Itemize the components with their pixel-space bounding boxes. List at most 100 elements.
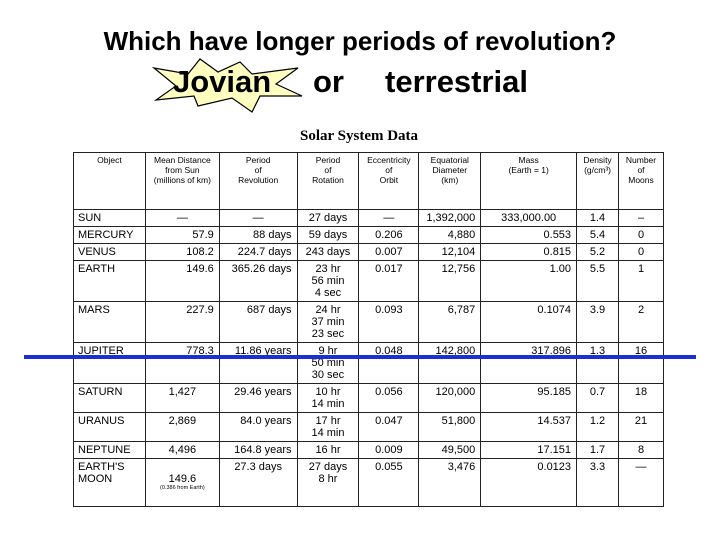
table-row: SATURN 1,427 29.46 years 10 hr 14 min 0.…: [73, 383, 664, 413]
moons-cell: 18: [618, 383, 664, 413]
moons-cell: 1: [618, 260, 664, 302]
diameter-cell: 120,000: [418, 383, 482, 413]
object-cell: VENUS: [73, 243, 146, 261]
rotation-cell: 24 hr 37 min 23 sec: [296, 301, 360, 343]
density-cell: 5.4: [576, 226, 619, 244]
mass-cell: 0.1074: [480, 301, 578, 343]
eccentricity-cell: 0.009: [358, 441, 420, 459]
density-cell: 5.5: [576, 260, 619, 302]
table-row: MARS 227.9 687 days 24 hr 37 min 23 sec …: [73, 301, 664, 343]
distance-cell: 1,427: [144, 383, 220, 413]
table-row: JUPITER 778.3 11.86 years 9 hr 50 min 30…: [73, 342, 664, 384]
rotation-cell: 27 days 8 hr: [296, 458, 360, 507]
diameter-cell: 12,756: [418, 260, 482, 302]
distance-cell: 57.9: [144, 226, 220, 244]
object-cell: MARS: [73, 301, 146, 343]
distance-cell: 2,869: [144, 412, 220, 442]
revolution-cell: 687 days: [218, 301, 298, 343]
table-row: NEPTUNE 4,496 164.8 years 16 hr 0.009 49…: [73, 441, 664, 459]
distance-cell: —: [144, 209, 220, 227]
moons-cell: 16: [618, 342, 664, 384]
diameter-cell: 1,392,000: [418, 209, 482, 227]
object-cell: EARTH: [73, 260, 146, 302]
rotation-cell: 243 days: [296, 243, 360, 261]
object-cell: SUN: [73, 209, 146, 227]
mass-cell: 0.0123: [480, 458, 578, 507]
object-cell: NEPTUNE: [73, 441, 146, 459]
density-cell: 3.9: [576, 301, 619, 343]
column-header: Object: [73, 152, 146, 210]
distance-cell: 108.2: [144, 243, 220, 261]
column-header: Period of Revolution: [218, 152, 298, 210]
mass-cell: 0.815: [480, 243, 578, 261]
eccentricity-cell: —: [358, 209, 420, 227]
mass-cell: 14.537: [480, 412, 578, 442]
eccentricity-cell: 0.055: [358, 458, 420, 507]
object-cell: SATURN: [73, 383, 146, 413]
table-title: Solar System Data: [300, 128, 419, 144]
object-cell: JUPITER: [73, 342, 146, 384]
rotation-cell: 17 hr 14 min: [296, 412, 360, 442]
table-row: EARTH'S MOON 149.6 (0.386 from Earth) 27…: [73, 458, 664, 507]
question-heading: Which have longer periods of revolution?: [103, 26, 617, 56]
column-header: Number of Moons: [618, 152, 664, 210]
revolution-cell: 84.0 years: [218, 412, 298, 442]
revolution-cell: —: [218, 209, 298, 227]
terrestrial-choice: terrestrial: [385, 64, 529, 99]
diameter-cell: 6,787: [418, 301, 482, 343]
eccentricity-cell: 0.206: [358, 226, 420, 244]
diameter-cell: 4,880: [418, 226, 482, 244]
rotation-cell: 16 hr: [296, 441, 360, 459]
distance-cell: 149.6 (0.386 from Earth): [144, 458, 220, 507]
object-cell: EARTH'S MOON: [73, 458, 146, 507]
mass-cell: 0.553: [480, 226, 578, 244]
rotation-cell: 27 days: [296, 209, 360, 227]
revolution-cell: 11.86 years: [218, 342, 298, 384]
diameter-cell: 51,800: [418, 412, 482, 442]
diameter-cell: 3,476: [418, 458, 482, 507]
diameter-cell: 49,500: [418, 441, 482, 459]
table-row: EARTH 149.6 365.26 days 23 hr 56 min 4 s…: [73, 260, 664, 302]
mass-cell: 1.00: [480, 260, 578, 302]
rotation-cell: 59 days: [296, 226, 360, 244]
rotation-cell: 23 hr 56 min 4 sec: [296, 260, 360, 302]
column-header: Mass (Earth = 1): [480, 152, 578, 210]
jovian-choice: Jovian: [173, 64, 272, 99]
table-row: VENUS 108.2 224.7 days 243 days 0.007 12…: [73, 243, 664, 261]
eccentricity-cell: 0.056: [358, 383, 420, 413]
table-row: MERCURY 57.9 88 days 59 days 0.206 4,880…: [73, 226, 664, 244]
table-row: URANUS 2,869 84.0 years 17 hr 14 min 0.0…: [73, 412, 664, 442]
eccentricity-cell: 0.093: [358, 301, 420, 343]
moons-cell: 2: [618, 301, 664, 343]
mass-cell: 317.896: [480, 342, 578, 384]
object-cell: URANUS: [73, 412, 146, 442]
diameter-cell: 142,800: [418, 342, 482, 384]
column-header: Period of Rotation: [296, 152, 360, 210]
eccentricity-cell: 0.007: [358, 243, 420, 261]
column-header: Mean Distance from Sun (millions of km): [144, 152, 220, 210]
rotation-cell: 9 hr 50 min 30 sec: [296, 342, 360, 384]
density-cell: 0.7: [576, 383, 619, 413]
density-cell: 1.4: [576, 209, 619, 227]
distance-cell: 4,496: [144, 441, 220, 459]
header-row: Object Mean Distance from Sun (millions …: [73, 152, 664, 210]
column-header: Density (g/cm³): [576, 152, 619, 210]
distance-cell: 149.6: [144, 260, 220, 302]
starburst-highlight: [151, 58, 303, 113]
eccentricity-cell: 0.047: [358, 412, 420, 442]
moons-cell: —: [618, 458, 664, 507]
jovian-terrestrial-divider: [24, 355, 696, 359]
moons-cell: 21: [618, 412, 664, 442]
revolution-cell: 365.26 days: [218, 260, 298, 302]
eccentricity-cell: 0.017: [358, 260, 420, 302]
solar-system-table: Object Mean Distance from Sun (millions …: [73, 152, 664, 507]
rotation-cell: 10 hr 14 min: [296, 383, 360, 413]
moons-cell: 0: [618, 226, 664, 244]
mass-cell: 333,000.00: [480, 209, 578, 227]
revolution-cell: 88 days: [218, 226, 298, 244]
distance-value: 149.6: [168, 473, 197, 485]
revolution-cell: 164.8 years: [218, 441, 298, 459]
distance-note: (0.386 from Earth): [160, 485, 205, 491]
eccentricity-cell: 0.048: [358, 342, 420, 384]
mass-cell: 17.151: [480, 441, 578, 459]
